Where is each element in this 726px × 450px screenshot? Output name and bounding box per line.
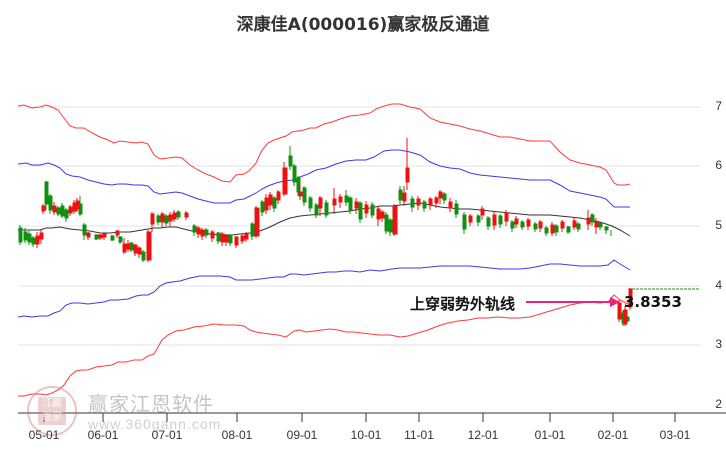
annotation-label: 上穿弱势外轨线 [410,295,516,313]
watermark-seal-icon: 江赢恩家 [27,386,77,436]
y-axis-label-6: 6 [715,158,722,172]
chart-title: 深康佳A(000016)赢家极反通道 [236,15,490,35]
inner-upper-band-line [17,149,630,208]
watermark-seal-text: 江赢恩家 [38,397,66,425]
watermark-brand: 赢家江恩软件 [88,392,214,416]
y-axis-label-3: 3 [715,337,722,351]
x-axis-label: 01-01 [534,428,566,442]
candlesticks [18,138,633,326]
x-axis-label: 03-01 [659,428,691,442]
gridlines [18,106,700,346]
x-axis-label: 12-01 [467,428,499,442]
watermark-url: www.360gann.com [88,416,222,432]
y-axis-label-5: 5 [715,218,722,232]
x-axis-label: 10-01 [350,428,382,442]
outer-upper-band-line [17,103,631,186]
y-axis-label-7: 7 [715,99,722,113]
middle-line [18,202,631,237]
x-axis-label: 11-01 [404,428,434,442]
annotation-arrow [526,297,620,307]
x-axis-label: 07-01 [151,428,183,442]
annotation-value: 3.8353 [624,293,682,311]
x-axis-label: 06-01 [87,428,119,442]
x-axis-label: 08-01 [221,428,253,442]
x-axis-ticks [43,413,676,422]
inner-lower-band-line [17,259,631,318]
x-axis-label: 02-01 [597,428,629,442]
x-axis-label: 05-01 [28,428,60,442]
x-axis-label: 09-01 [286,428,318,442]
outer-lower-band-line [18,294,631,397]
y-axis-label-4: 4 [715,278,722,292]
y-axis-label-2: 2 [715,397,722,411]
